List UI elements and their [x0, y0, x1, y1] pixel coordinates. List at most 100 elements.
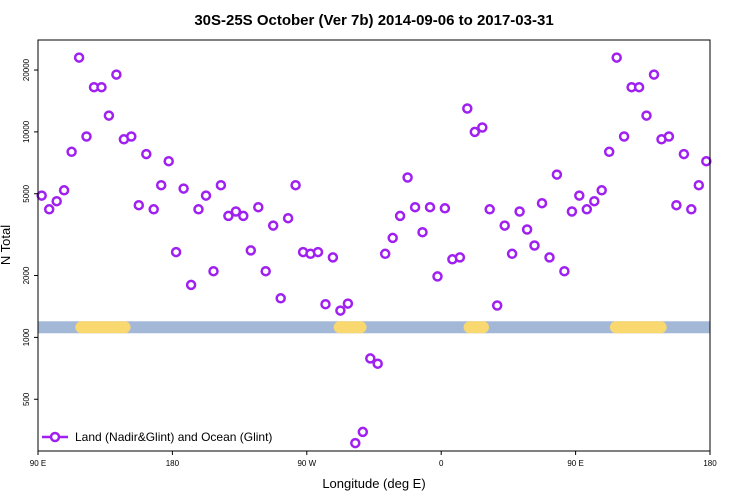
data-point-88 — [693, 179, 705, 191]
data-point-45 — [372, 358, 383, 369]
data-point-86 — [678, 148, 690, 160]
data-point-49 — [402, 172, 413, 183]
data-point-68 — [544, 252, 555, 263]
data-point-24 — [215, 179, 227, 191]
data-point-19 — [178, 183, 189, 194]
x-tick-label-3: 0 — [439, 459, 444, 468]
data-point-82 — [648, 69, 660, 80]
data-point-22 — [200, 190, 212, 201]
data-point-66 — [529, 240, 540, 251]
data-point-77 — [611, 52, 622, 63]
data-point-64 — [514, 206, 525, 217]
data-point-9 — [103, 110, 115, 121]
data-point-63 — [506, 248, 518, 260]
data-point-15 — [148, 204, 159, 215]
data-point-80 — [633, 81, 645, 93]
data-point-43 — [357, 426, 369, 438]
data-point-74 — [589, 195, 600, 207]
data-point-69 — [551, 169, 563, 180]
data-point-16 — [155, 179, 167, 191]
data-point-46 — [379, 248, 391, 260]
data-point-59 — [477, 122, 488, 133]
data-point-84 — [663, 131, 675, 142]
data-point-26 — [230, 206, 242, 217]
data-point-56 — [454, 252, 466, 263]
x-tick-label-5: 180 — [703, 459, 717, 468]
x-tick-label-1: 180 — [166, 459, 180, 468]
data-point-89 — [701, 155, 712, 167]
land-segment-2 — [463, 321, 489, 334]
x-axis-title: Longitude (deg E) — [322, 476, 425, 491]
data-point-48 — [394, 210, 406, 222]
land-segment-3 — [609, 321, 667, 334]
legend-marker — [49, 431, 61, 443]
ocean-band — [38, 321, 710, 334]
data-point-87 — [686, 204, 697, 215]
data-point-25 — [223, 210, 234, 222]
data-point-12 — [126, 131, 137, 142]
data-point-4 — [66, 146, 77, 158]
data-point-76 — [603, 146, 615, 158]
data-points — [36, 52, 712, 449]
data-point-2 — [51, 195, 62, 207]
data-point-14 — [141, 148, 152, 160]
land-ocean-band — [38, 321, 710, 334]
y-axis-title: N Total — [0, 225, 13, 265]
data-point-32 — [275, 293, 286, 304]
legend-label: Land (Nadir&Glint) and Ocean (Glint) — [75, 430, 272, 444]
data-point-67 — [536, 197, 548, 209]
data-point-23 — [208, 265, 219, 277]
y-tick-label-1: 1000 — [22, 328, 31, 346]
data-point-21 — [193, 204, 204, 215]
chart-title: 30S-25S October (Ver 7b) 2014-09-06 to 2… — [194, 12, 553, 29]
data-point-70 — [559, 265, 570, 277]
data-point-53 — [432, 271, 443, 282]
y-axis-ticks: 500 1000 2000 5000 10000 20000 — [22, 58, 38, 406]
data-point-62 — [499, 220, 510, 231]
data-point-34 — [290, 179, 301, 191]
data-point-47 — [387, 232, 398, 244]
data-point-20 — [185, 279, 197, 291]
data-point-6 — [81, 131, 92, 142]
data-point-51 — [417, 226, 428, 238]
data-point-27 — [238, 210, 249, 222]
data-point-41 — [342, 298, 354, 309]
x-tick-label-4: 90 E — [567, 459, 583, 468]
y-tick-label-3: 5000 — [22, 184, 31, 202]
data-point-72 — [574, 190, 585, 201]
y-tick-label-4: 10000 — [22, 120, 31, 143]
data-point-54 — [439, 203, 451, 214]
data-point-61 — [491, 300, 503, 311]
data-point-37 — [312, 246, 324, 258]
data-point-29 — [253, 201, 264, 213]
data-point-28 — [245, 245, 257, 256]
y-tick-label-0: 500 — [22, 392, 31, 406]
data-point-58 — [469, 126, 481, 138]
data-point-50 — [409, 201, 421, 213]
data-point-18 — [170, 246, 182, 258]
data-point-71 — [566, 206, 578, 217]
x-axis-ticks: 90 E 180 90 W 0 90 E 180 — [30, 451, 717, 468]
plot-frame — [37, 39, 711, 452]
data-point-40 — [335, 305, 346, 316]
land-segment-1 — [333, 321, 367, 334]
data-point-10 — [111, 69, 122, 80]
data-point-33 — [282, 212, 294, 224]
data-point-78 — [618, 131, 630, 142]
data-point-57 — [462, 103, 473, 114]
data-point-75 — [596, 185, 607, 196]
data-point-52 — [424, 201, 436, 213]
data-point-73 — [581, 204, 593, 215]
data-point-30 — [260, 265, 271, 277]
data-point-44 — [365, 353, 376, 364]
legend: Land (Nadir&Glint) and Ocean (Glint) — [42, 430, 272, 444]
x-tick-label-2: 90 W — [297, 459, 316, 468]
data-point-42 — [350, 437, 361, 449]
data-point-13 — [133, 199, 145, 211]
x-tick-label-0: 90 E — [30, 459, 46, 468]
data-point-60 — [484, 204, 495, 215]
land-segment-0 — [75, 321, 131, 334]
data-point-31 — [267, 220, 279, 231]
